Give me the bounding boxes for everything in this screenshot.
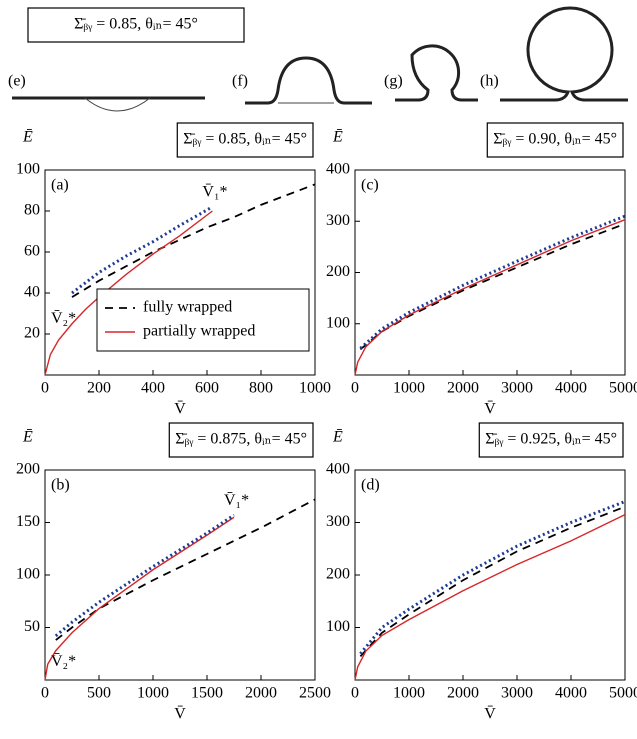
x-tick-label: 1000 <box>299 380 331 397</box>
x-tick-label: 2500 <box>299 685 331 702</box>
title-box <box>486 122 624 158</box>
y-tick-label: 200 <box>16 461 40 478</box>
header-box <box>27 7 245 43</box>
x-tick-label: 3000 <box>501 380 533 397</box>
plot-area <box>354 469 626 681</box>
x-tick-label: 0 <box>351 685 359 702</box>
annotation: V̄₂* <box>51 310 76 327</box>
series-line <box>55 498 316 641</box>
chart-title: Σ̄ᵦᵧ = 0.90, θᵢₙ= 45° <box>493 131 617 148</box>
x-axis-label: V̄ <box>174 706 186 723</box>
panel-label: (d) <box>361 477 380 494</box>
y-tick-label: 300 <box>326 212 350 229</box>
x-axis-label: V̄ <box>484 706 496 723</box>
x-tick-label: 4000 <box>555 380 587 397</box>
legend-box <box>96 288 310 352</box>
panel-label: (b) <box>51 477 70 494</box>
annotation: V̄₂* <box>51 653 76 670</box>
x-tick-label: 500 <box>87 685 111 702</box>
panel-label: (g) <box>384 73 403 90</box>
header-label: Σ̄ᵦᵧ = 0.85, θᵢₙ= 45° <box>74 16 198 33</box>
y-tick-label: 150 <box>16 513 40 530</box>
y-tick-label: 100 <box>326 314 350 331</box>
series-line <box>354 219 626 376</box>
y-tick-label: 300 <box>326 513 350 530</box>
chart-title: Σ̄ᵦᵧ = 0.925, θᵢₙ= 45° <box>485 431 617 448</box>
membrane <box>500 6 628 102</box>
y-tick-label: 100 <box>16 161 40 178</box>
y-tick-label: 100 <box>16 566 40 583</box>
x-tick-label: 1000 <box>393 380 425 397</box>
chart-title: Σ̄ᵦᵧ = 0.875, θᵢₙ= 45° <box>175 431 307 448</box>
legend-label: partially wrapped <box>143 323 255 340</box>
series-line <box>71 205 214 295</box>
series-line <box>359 500 626 655</box>
title-box <box>478 422 624 458</box>
x-tick-label: 2000 <box>447 380 479 397</box>
y-tick-label: 50 <box>24 618 40 635</box>
y-tick-label: 20 <box>24 325 40 342</box>
x-tick-label: 1000 <box>137 685 169 702</box>
panel-label: (e) <box>8 73 26 90</box>
x-tick-label: 0 <box>41 685 49 702</box>
x-tick-label: 400 <box>141 380 165 397</box>
annotation: V̄₁* <box>224 492 249 509</box>
y-tick-label: 60 <box>24 243 40 260</box>
particle <box>84 97 151 112</box>
y-tick-label: 200 <box>326 566 350 583</box>
x-tick-label: 4000 <box>555 685 587 702</box>
panel-label: (f) <box>232 73 248 90</box>
x-axis-label: V̄ <box>174 401 186 418</box>
x-tick-label: 5000 <box>609 380 637 397</box>
x-tick-label: 0 <box>41 380 49 397</box>
y-axis-label: Ē <box>332 129 343 146</box>
x-tick-label: 2000 <box>245 685 277 702</box>
x-tick-label: 200 <box>87 380 111 397</box>
series-line <box>44 516 235 681</box>
x-tick-label: 3000 <box>501 685 533 702</box>
panel-label: (c) <box>361 177 379 194</box>
panel-label: (h) <box>480 73 499 90</box>
series-line <box>354 513 626 681</box>
x-tick-label: 0 <box>351 380 359 397</box>
annotation: V̄₁* <box>202 184 227 201</box>
x-tick-label: 1000 <box>393 685 425 702</box>
y-tick-label: 100 <box>326 618 350 635</box>
membrane <box>245 56 372 105</box>
title-box <box>176 122 314 158</box>
y-axis-label: Ē <box>22 129 33 146</box>
x-tick-label: 600 <box>195 380 219 397</box>
membrane <box>395 44 478 102</box>
plot-area <box>44 469 316 681</box>
series-line <box>44 210 213 376</box>
y-tick-label: 200 <box>326 263 350 280</box>
title-box <box>168 422 314 458</box>
y-tick-label: 80 <box>24 202 40 219</box>
y-axis-label: Ē <box>332 429 343 446</box>
legend-label: fully wrapped <box>143 299 232 316</box>
plot-area <box>44 169 316 376</box>
series-line <box>359 214 626 350</box>
panel-label: (a) <box>51 177 69 194</box>
series-line <box>359 505 626 657</box>
y-tick-label: 400 <box>326 161 350 178</box>
x-tick-label: 2000 <box>447 685 479 702</box>
series-line <box>359 222 626 351</box>
chart-title: Σ̄ᵦᵧ = 0.85, θᵢₙ= 45° <box>183 131 307 148</box>
x-tick-label: 5000 <box>609 685 637 702</box>
y-tick-label: 400 <box>326 461 350 478</box>
y-tick-label: 40 <box>24 284 40 301</box>
series-line <box>71 183 316 298</box>
x-tick-label: 800 <box>249 380 273 397</box>
x-axis-label: V̄ <box>484 401 496 418</box>
x-tick-label: 1500 <box>191 685 223 702</box>
y-axis-label: Ē <box>22 429 33 446</box>
